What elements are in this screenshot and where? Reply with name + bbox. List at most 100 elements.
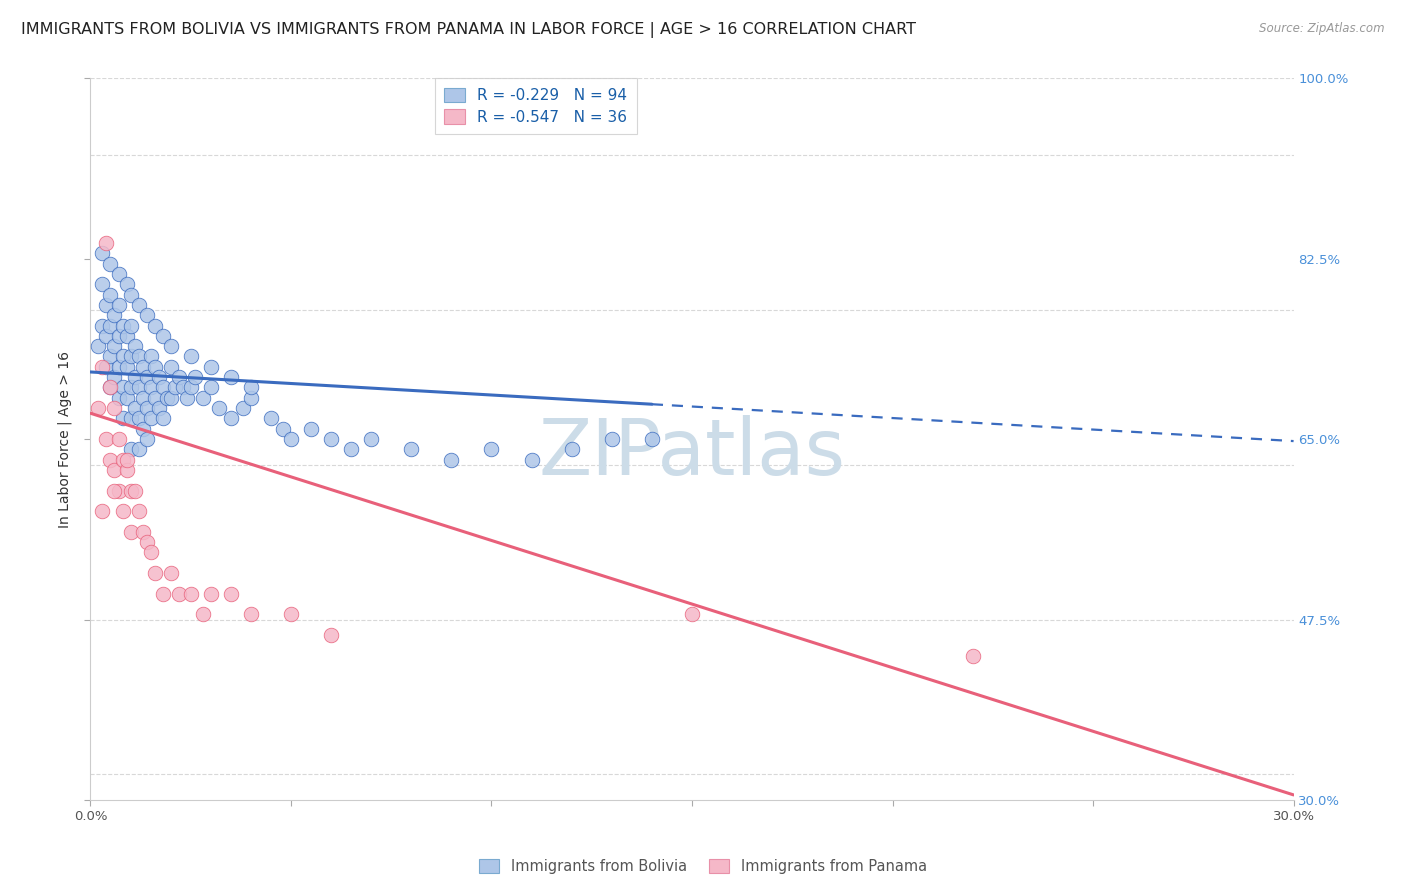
Point xyxy=(239,607,262,622)
Point xyxy=(131,359,153,374)
Point xyxy=(360,432,382,446)
Point xyxy=(100,350,122,364)
Point xyxy=(91,359,114,374)
Point xyxy=(107,329,129,343)
Point xyxy=(131,391,153,405)
Point xyxy=(100,380,122,394)
Point xyxy=(183,370,205,384)
Point xyxy=(111,318,134,333)
Point xyxy=(103,401,125,415)
Point xyxy=(115,359,138,374)
Point xyxy=(271,422,294,436)
Point xyxy=(180,350,202,364)
Point xyxy=(167,587,190,601)
Point xyxy=(124,339,146,353)
Point xyxy=(280,607,302,622)
Point xyxy=(128,504,150,518)
Point xyxy=(143,359,166,374)
Point xyxy=(111,411,134,425)
Point xyxy=(148,370,170,384)
Point xyxy=(180,587,202,601)
Point xyxy=(135,401,157,415)
Point xyxy=(219,587,242,601)
Legend: R = -0.229   N = 94, R = -0.547   N = 36: R = -0.229 N = 94, R = -0.547 N = 36 xyxy=(434,78,637,134)
Point xyxy=(96,432,118,446)
Point xyxy=(143,391,166,405)
Legend: Immigrants from Bolivia, Immigrants from Panama: Immigrants from Bolivia, Immigrants from… xyxy=(472,854,934,880)
Point xyxy=(139,380,162,394)
Point xyxy=(120,318,142,333)
Text: IMMIGRANTS FROM BOLIVIA VS IMMIGRANTS FROM PANAMA IN LABOR FORCE | AGE > 16 CORR: IMMIGRANTS FROM BOLIVIA VS IMMIGRANTS FR… xyxy=(21,22,917,38)
Point xyxy=(120,350,142,364)
Point xyxy=(100,380,122,394)
Point xyxy=(681,607,703,622)
Point xyxy=(91,318,114,333)
Point xyxy=(239,391,262,405)
Point xyxy=(91,504,114,518)
Point xyxy=(232,401,254,415)
Point xyxy=(962,648,984,663)
Point xyxy=(115,329,138,343)
Point xyxy=(128,350,150,364)
Point xyxy=(139,411,162,425)
Point xyxy=(156,391,179,405)
Point xyxy=(128,411,150,425)
Point xyxy=(124,401,146,415)
Point xyxy=(163,380,186,394)
Point xyxy=(128,442,150,457)
Point xyxy=(103,463,125,477)
Point xyxy=(100,287,122,301)
Point xyxy=(152,380,174,394)
Point xyxy=(128,298,150,312)
Point xyxy=(143,566,166,581)
Point xyxy=(107,298,129,312)
Point xyxy=(124,483,146,498)
Point xyxy=(139,350,162,364)
Point xyxy=(319,628,342,642)
Point xyxy=(159,566,181,581)
Point xyxy=(131,524,153,539)
Point xyxy=(115,277,138,292)
Point xyxy=(107,391,129,405)
Point xyxy=(107,483,129,498)
Point xyxy=(520,452,543,467)
Point xyxy=(172,380,194,394)
Point xyxy=(115,463,138,477)
Point xyxy=(103,308,125,322)
Point xyxy=(135,432,157,446)
Point xyxy=(100,257,122,271)
Point xyxy=(200,587,222,601)
Point xyxy=(319,432,342,446)
Point xyxy=(176,391,198,405)
Y-axis label: In Labor Force | Age > 16: In Labor Force | Age > 16 xyxy=(58,351,72,527)
Point xyxy=(280,432,302,446)
Point xyxy=(91,277,114,292)
Point xyxy=(111,350,134,364)
Point xyxy=(111,452,134,467)
Point xyxy=(191,607,214,622)
Point xyxy=(135,308,157,322)
Point xyxy=(120,483,142,498)
Point xyxy=(120,380,142,394)
Point xyxy=(87,401,110,415)
Point xyxy=(159,339,181,353)
Point xyxy=(401,442,423,457)
Point xyxy=(107,267,129,281)
Point xyxy=(120,411,142,425)
Point xyxy=(96,359,118,374)
Point xyxy=(152,587,174,601)
Point xyxy=(96,298,118,312)
Point xyxy=(96,329,118,343)
Point xyxy=(219,411,242,425)
Point xyxy=(115,452,138,467)
Point xyxy=(120,287,142,301)
Point xyxy=(135,370,157,384)
Point xyxy=(124,370,146,384)
Point xyxy=(120,442,142,457)
Point xyxy=(200,359,222,374)
Point xyxy=(120,524,142,539)
Point xyxy=(135,535,157,549)
Point xyxy=(100,318,122,333)
Point xyxy=(159,391,181,405)
Point xyxy=(167,370,190,384)
